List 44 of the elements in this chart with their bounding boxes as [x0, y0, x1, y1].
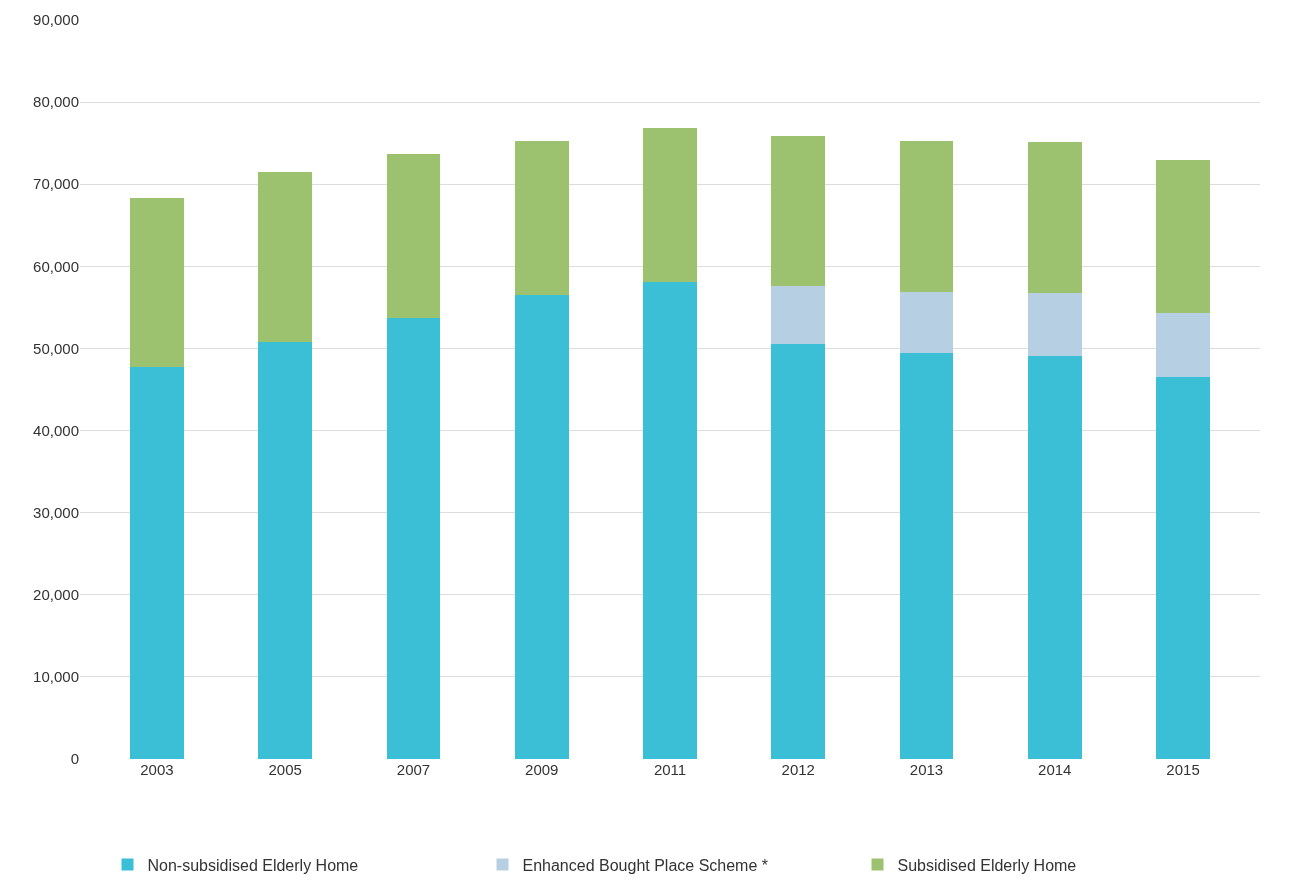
bar — [899, 352, 954, 759]
bar — [1156, 160, 1210, 314]
x-tick-label: 2011 — [653, 761, 687, 778]
bar — [899, 291, 954, 353]
bar — [258, 341, 313, 759]
bar — [1027, 142, 1082, 294]
bar — [771, 344, 826, 759]
y-tick-label: 50,000 — [33, 339, 79, 357]
y-tick-label: 60,000 — [33, 257, 79, 275]
legend-label: Subsidised Elderly Home — [897, 856, 1077, 874]
bar — [386, 153, 441, 319]
bar — [643, 128, 697, 282]
bar — [514, 140, 569, 296]
y-tick-label: 80,000 — [33, 93, 79, 111]
bar — [643, 281, 697, 759]
bar — [386, 318, 441, 759]
legend-label: Enhanced Bought Place Scheme * — [522, 856, 768, 874]
bar — [130, 366, 184, 759]
bar — [1027, 355, 1082, 759]
y-tick-label: 70,000 — [33, 175, 79, 193]
x-tick-label: 2012 — [781, 761, 815, 778]
bar — [1027, 293, 1082, 356]
bar — [899, 140, 954, 292]
x-tick-label: 2009 — [525, 761, 559, 778]
y-tick-label: 10,000 — [33, 668, 79, 686]
y-tick-label: 30,000 — [33, 503, 79, 521]
bar — [514, 295, 569, 759]
y-tick-label: 90,000 — [33, 11, 79, 29]
x-tick-label: 2005 — [268, 761, 302, 778]
y-tick-label: 0 — [70, 750, 79, 768]
legend-label: Non-subsidised Elderly Home — [147, 856, 359, 874]
x-tick-label: 2013 — [909, 761, 944, 778]
bar — [1156, 377, 1210, 759]
bar — [771, 286, 826, 345]
bar — [1156, 313, 1210, 378]
x-tick-label: 2014 — [1038, 761, 1072, 778]
x-tick-label: 2003 — [140, 761, 174, 778]
bar — [771, 135, 826, 287]
bar — [130, 198, 184, 367]
bar — [258, 171, 313, 342]
y-tick-label: 40,000 — [33, 421, 79, 439]
y-tick-label: 20,000 — [33, 586, 79, 604]
x-tick-label: 2015 — [1166, 761, 1200, 778]
x-tick-label: 2007 — [396, 761, 431, 778]
